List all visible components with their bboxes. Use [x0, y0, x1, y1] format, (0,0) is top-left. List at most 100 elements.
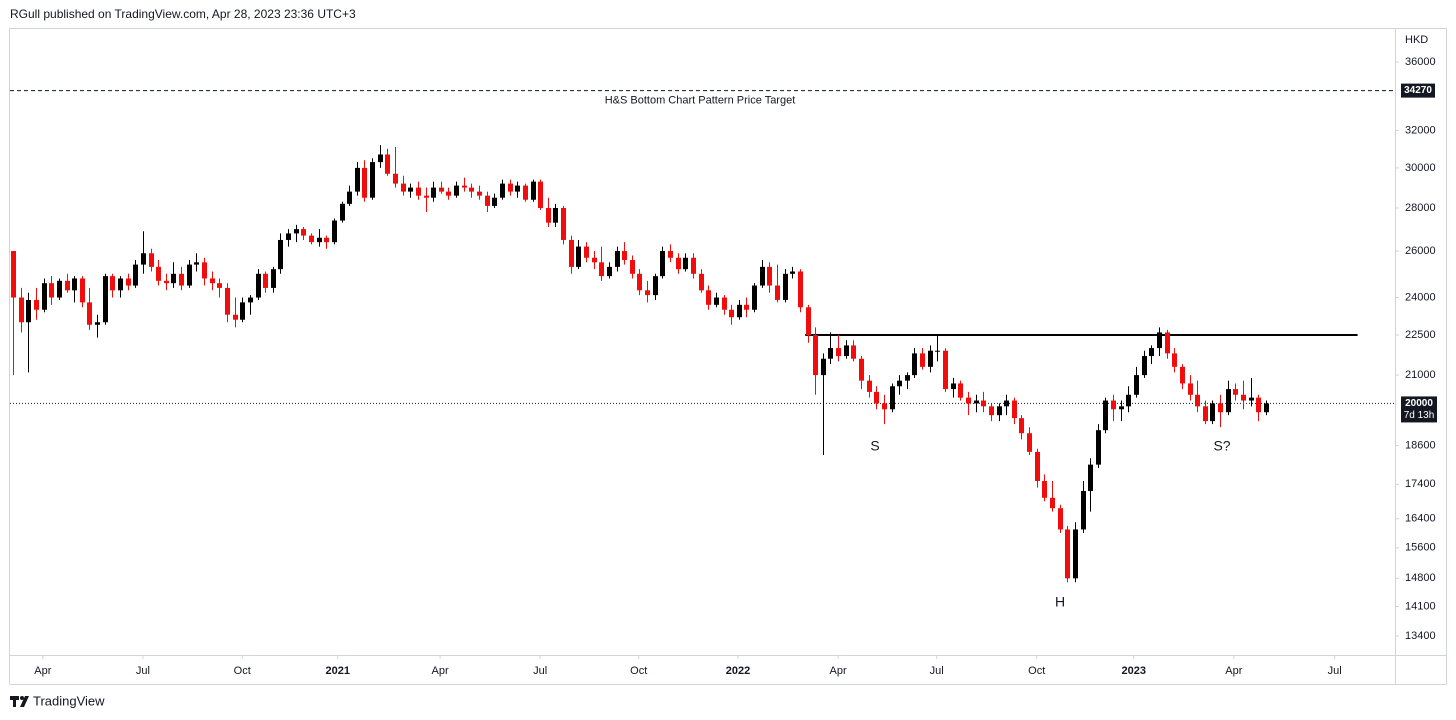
candle [943, 348, 948, 392]
candle [523, 183, 528, 202]
candle-body [729, 309, 734, 318]
candle-body [1149, 348, 1154, 357]
candle [57, 278, 62, 300]
candle-body [691, 257, 696, 274]
candle [469, 183, 474, 198]
candle [645, 280, 650, 303]
candle-body [699, 273, 704, 291]
candle [370, 158, 375, 200]
candle-body [485, 195, 490, 206]
y-tick-label: 21000 [1405, 369, 1436, 381]
candle-body [202, 262, 207, 279]
candle-body [1256, 397, 1261, 413]
candle [256, 269, 261, 300]
x-tick-label: Oct [630, 665, 647, 677]
candle-body [156, 266, 161, 281]
candle [622, 242, 627, 265]
candle [278, 233, 283, 274]
candle-body [783, 273, 788, 300]
y-tick-label: 17400 [1405, 478, 1436, 490]
currency-label: HKD [1405, 34, 1428, 46]
candle-body [1088, 464, 1093, 492]
x-tick-label: 2022 [726, 665, 750, 677]
candle-body [630, 260, 635, 274]
candle-body [347, 191, 352, 204]
candle [584, 242, 589, 263]
candle [301, 226, 306, 240]
candle-body [844, 345, 849, 357]
candle [202, 257, 207, 286]
candle [49, 276, 54, 305]
candle [164, 273, 169, 291]
candle-body [378, 154, 383, 163]
candle-body [263, 273, 268, 288]
x-tick-label: Apr [34, 665, 51, 677]
candle [1241, 380, 1246, 410]
candle-body [49, 283, 54, 298]
candle [171, 262, 176, 288]
candle-body [141, 253, 146, 265]
candle [553, 203, 558, 227]
candle [844, 340, 849, 359]
candle-body [1165, 332, 1170, 354]
candle-body [500, 183, 505, 198]
candle-body [317, 237, 322, 243]
target-label: H&S Bottom Chart Pattern Price Target [605, 95, 796, 107]
x-tick-label: Apr [432, 665, 449, 677]
candle-body [1172, 353, 1177, 367]
candle [722, 295, 727, 315]
candle-body [1004, 400, 1009, 407]
candle-body [187, 264, 192, 286]
y-tick-label: 36000 [1405, 56, 1436, 68]
candle-body [408, 187, 413, 192]
candle-body [851, 345, 856, 359]
candle [683, 253, 688, 272]
target-price-label: 34270 [1404, 85, 1432, 96]
candle [1103, 397, 1108, 434]
candle [951, 377, 956, 398]
candle-body [1241, 394, 1246, 401]
candle-body [1119, 406, 1124, 410]
candle [737, 299, 742, 320]
target-price-box [1401, 83, 1435, 98]
candle [966, 391, 971, 416]
candle [217, 278, 222, 298]
candle-body [248, 297, 253, 303]
candle-body [1081, 491, 1086, 530]
candle [362, 160, 367, 202]
candle [851, 340, 856, 362]
candle [592, 251, 597, 270]
candle-body [1218, 403, 1223, 413]
candle [1142, 350, 1147, 378]
candle-body [989, 406, 994, 416]
candle-body [87, 302, 92, 325]
candle [615, 246, 620, 272]
candle-body [523, 185, 528, 200]
candle [194, 253, 199, 272]
candle-body [645, 290, 650, 296]
candle [87, 287, 92, 330]
candle [439, 181, 444, 194]
candle-body [958, 383, 963, 398]
candle-body [1180, 366, 1185, 384]
candle-body [508, 183, 513, 192]
candle-body [599, 262, 604, 277]
y-tick-label: 18600 [1405, 439, 1436, 451]
candle [744, 297, 749, 318]
candle-body [103, 276, 108, 323]
candle-body [867, 380, 872, 392]
candle [225, 283, 230, 323]
x-tick-label: Oct [234, 665, 251, 677]
candle-body [72, 278, 77, 291]
candle [630, 255, 635, 279]
candle-body [722, 297, 727, 310]
candle-body [928, 350, 933, 367]
candle-body [1157, 332, 1162, 349]
candle-body [1042, 480, 1047, 498]
candle [1027, 427, 1032, 456]
candle-body [1233, 389, 1238, 395]
candle-body [1065, 529, 1070, 579]
candle [240, 297, 245, 323]
candle [714, 292, 719, 308]
